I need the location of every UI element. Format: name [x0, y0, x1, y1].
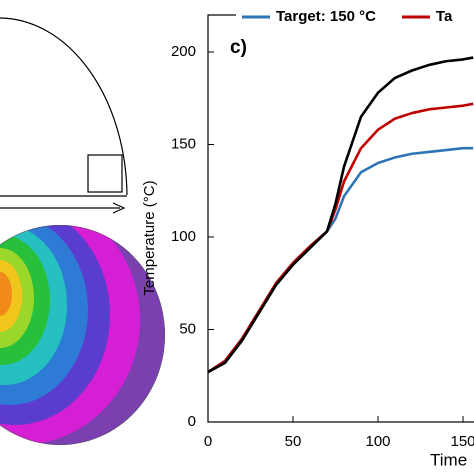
y-tick-label: 150	[171, 135, 196, 152]
x-tick-label: 150	[450, 433, 474, 450]
arc	[0, 17, 128, 196]
x-tick-label: 50	[285, 433, 302, 450]
x-axis-label: Time	[430, 450, 467, 469]
legend-bg	[395, 7, 474, 27]
legend-label: Target: 150 °C	[276, 8, 376, 25]
legend-label: Ta	[436, 8, 453, 25]
geometry-sketch	[0, 17, 128, 214]
series-line	[207, 56, 474, 374]
y-axis-label: Temperature (°C)	[141, 180, 158, 295]
contour-map	[0, 225, 165, 445]
panel-label: c)	[230, 37, 247, 58]
y-tick-label: 100	[171, 228, 196, 245]
x-tick-label: 0	[204, 433, 212, 450]
y-tick-label: 200	[171, 43, 196, 60]
y-tick-label: 50	[179, 320, 196, 337]
plot-frame	[207, 14, 474, 423]
y-tick-label: 0	[188, 413, 196, 430]
x-tick-label: 100	[365, 433, 390, 450]
arrow-head	[112, 202, 126, 214]
box	[87, 154, 123, 193]
